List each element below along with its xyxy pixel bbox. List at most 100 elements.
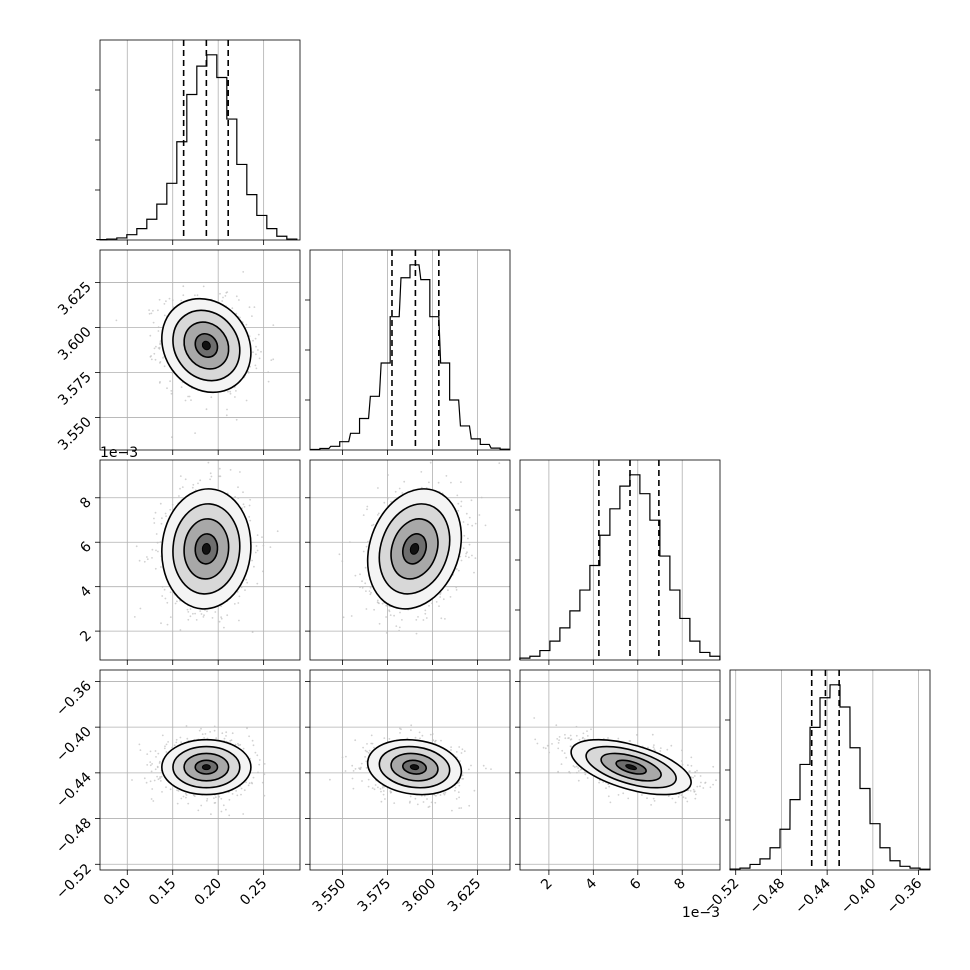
sample-point xyxy=(255,345,257,348)
sample-point xyxy=(160,566,162,568)
sample-point xyxy=(460,752,463,754)
x-tick-label: 0.25 xyxy=(237,876,270,909)
sample-point xyxy=(237,602,240,604)
sample-point xyxy=(362,746,364,749)
x-tick-label: 0.15 xyxy=(146,876,179,909)
sample-point xyxy=(145,781,148,784)
sample-point xyxy=(135,545,138,548)
y-tick-label: 3.550 xyxy=(55,414,95,454)
sample-point xyxy=(233,603,236,605)
sample-point xyxy=(180,299,183,302)
sample-point xyxy=(211,617,214,619)
sample-point xyxy=(247,372,250,374)
sample-point xyxy=(468,556,470,559)
sample-point xyxy=(203,614,205,617)
density-contour xyxy=(409,764,420,771)
sample-point xyxy=(464,555,467,558)
y-tick-label: −0.40 xyxy=(53,724,95,766)
sample-point xyxy=(150,798,153,800)
sample-point xyxy=(226,614,229,617)
sample-point xyxy=(414,797,417,800)
axes-frame xyxy=(99,39,301,241)
sample-point xyxy=(165,743,168,746)
sample-point xyxy=(627,797,630,800)
sample-point xyxy=(460,559,463,562)
sample-point xyxy=(153,779,156,782)
sample-point xyxy=(245,781,248,784)
sample-point xyxy=(257,349,259,351)
sample-point xyxy=(368,590,371,592)
sample-point xyxy=(160,522,163,525)
sample-point xyxy=(218,620,221,623)
sample-point xyxy=(210,813,212,816)
sample-point xyxy=(251,739,254,742)
sample-point xyxy=(468,804,471,807)
x-tick-label: 0.20 xyxy=(192,876,225,909)
sample-point xyxy=(418,731,421,734)
sample-point xyxy=(248,735,251,738)
sample-point xyxy=(165,515,168,517)
sample-point xyxy=(362,550,365,553)
sample-point xyxy=(206,799,208,802)
sample-point xyxy=(605,787,607,789)
sample-point xyxy=(149,334,152,337)
sample-point xyxy=(473,789,476,792)
sample-point xyxy=(455,751,458,753)
sample-point xyxy=(171,299,174,301)
sample-point xyxy=(220,810,223,813)
axes-frame xyxy=(99,249,301,451)
sample-point xyxy=(360,766,362,769)
sample-point xyxy=(199,479,202,482)
sample-point xyxy=(154,750,157,752)
sample-point xyxy=(387,474,389,476)
sample-point xyxy=(238,299,240,301)
sample-point xyxy=(417,616,419,618)
sample-point xyxy=(220,617,223,620)
sample-point xyxy=(460,500,463,503)
sample-point xyxy=(272,358,275,361)
sample-point xyxy=(245,578,248,581)
sample-point xyxy=(182,285,185,288)
sample-point xyxy=(272,324,275,326)
sample-point xyxy=(354,574,357,577)
sample-point xyxy=(461,774,464,777)
sample-point xyxy=(338,553,341,556)
sample-point xyxy=(224,295,227,297)
sample-point xyxy=(367,540,369,543)
histogram-1 xyxy=(310,264,510,451)
sample-point xyxy=(377,786,379,789)
sample-point xyxy=(157,778,160,781)
sample-point xyxy=(267,371,270,374)
histogram-3 xyxy=(729,684,931,870)
sample-point xyxy=(185,796,187,799)
sample-point xyxy=(690,764,693,767)
sample-point xyxy=(422,619,425,621)
sample-point xyxy=(468,768,470,771)
sample-point xyxy=(229,469,232,471)
sample-point xyxy=(583,771,586,774)
y-tick-label: −0.48 xyxy=(53,815,95,857)
x-tick-label: 3.600 xyxy=(400,876,440,916)
sample-point xyxy=(445,475,448,477)
sample-point xyxy=(246,727,248,730)
sample-point xyxy=(146,764,149,766)
sample-point xyxy=(195,619,198,621)
sample-point xyxy=(428,805,431,808)
sample-point xyxy=(235,295,238,298)
sample-point xyxy=(429,461,432,464)
sample-point xyxy=(456,494,459,497)
sample-point xyxy=(253,306,256,308)
y-tick-label: 6 xyxy=(77,539,95,557)
sample-point xyxy=(249,519,252,522)
sample-point xyxy=(239,316,241,319)
sample-point xyxy=(235,390,237,392)
sample-point xyxy=(694,771,697,773)
sample-point xyxy=(372,523,375,526)
sample-point xyxy=(582,732,585,735)
sample-point xyxy=(354,739,357,742)
sample-point xyxy=(367,751,370,754)
sample-point xyxy=(267,380,270,383)
sample-point xyxy=(219,475,222,478)
sample-point xyxy=(225,731,228,734)
sample-point xyxy=(431,733,434,735)
